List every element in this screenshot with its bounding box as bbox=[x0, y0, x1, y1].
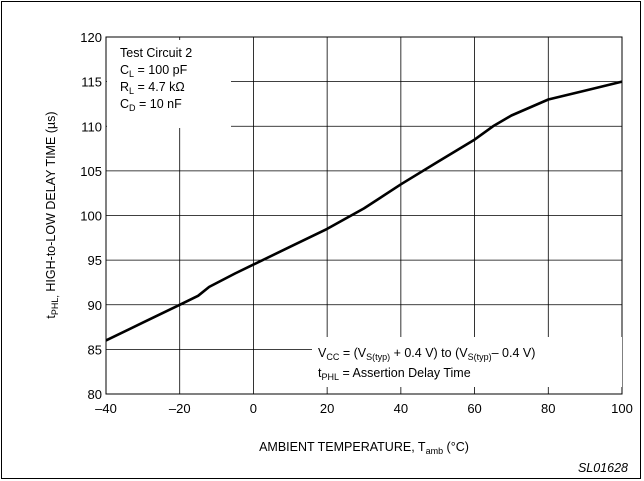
y-tick-label: 120 bbox=[80, 30, 102, 45]
x-tick-label: 80 bbox=[541, 401, 555, 416]
x-tick-label: 60 bbox=[467, 401, 481, 416]
test-circuit-label: Test Circuit 2 bbox=[120, 46, 192, 60]
x-tick-label: 100 bbox=[611, 401, 633, 416]
delay-time-curve bbox=[105, 80, 623, 342]
y-tick-label: 115 bbox=[81, 75, 102, 90]
condition-note-box bbox=[312, 337, 622, 387]
rl-label: RL = 4.7 kΩ bbox=[120, 80, 185, 96]
test-conditions-box bbox=[107, 40, 231, 128]
x-axis-label: AMBIENT TEMPERATURE, Tamb (°C) bbox=[259, 440, 469, 456]
figure-id: SL01628 bbox=[578, 461, 628, 475]
plot-border bbox=[105, 36, 623, 395]
cd-label: CD = 10 nF bbox=[120, 97, 182, 113]
y-axis-label: tPHL, HIGH-to-LOW DELAY TIME (µs) bbox=[44, 111, 60, 318]
y-tick-labels: 80 85 90 95 100 105 110 115 120 bbox=[80, 30, 102, 402]
y-tick-label: 85 bbox=[88, 342, 102, 357]
tphl-definition: tPHL = Assertion Delay Time bbox=[318, 366, 471, 382]
x-tick-labels: –40 –20 0 20 40 60 80 100 bbox=[95, 401, 633, 416]
x-tick-label: 40 bbox=[394, 401, 408, 416]
x-tick-label: 20 bbox=[320, 401, 334, 416]
y-tick-label: 110 bbox=[81, 119, 102, 134]
y-tick-label: 100 bbox=[80, 209, 102, 224]
x-tick-label: –40 bbox=[95, 401, 117, 416]
y-tick-label: 90 bbox=[88, 298, 102, 313]
y-tick-label: 80 bbox=[88, 387, 102, 402]
x-tick-label: –20 bbox=[169, 401, 191, 416]
y-tick-label: 95 bbox=[88, 253, 102, 268]
y-tick-label: 105 bbox=[80, 164, 102, 179]
vcc-condition: VCC = (VS(typ) + 0.4 V) to (VS(typ)– 0.4… bbox=[318, 346, 535, 362]
cl-label: CL = 100 pF bbox=[120, 63, 188, 79]
x-tick-label: 0 bbox=[250, 401, 257, 416]
